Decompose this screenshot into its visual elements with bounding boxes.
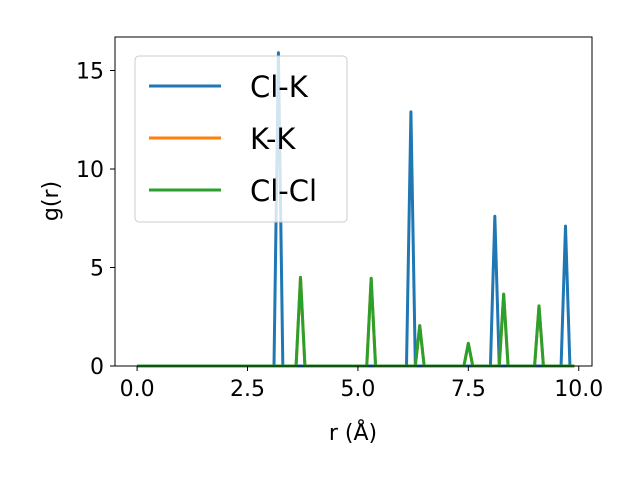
y-tick-label: 0 bbox=[90, 355, 104, 380]
x-tick-label: 0.0 bbox=[120, 377, 155, 402]
x-axis-title: r (Å) bbox=[329, 419, 377, 446]
x-tick-label: 5.0 bbox=[340, 377, 375, 402]
y-tick-label: 5 bbox=[90, 256, 104, 281]
x-axis: 0.0 2.5 5.0 7.5 10.0 bbox=[120, 366, 603, 402]
series-line-cl-cl bbox=[137, 275, 575, 368]
legend-frame bbox=[134, 55, 348, 223]
y-axis-title: g(r) bbox=[39, 181, 64, 221]
legend-label-cl-k: Cl-K bbox=[250, 70, 309, 104]
legend-label-k-k: K-K bbox=[250, 122, 296, 156]
x-tick-label: 2.5 bbox=[230, 377, 265, 402]
y-axis: 0 5 10 15 bbox=[76, 59, 115, 380]
plot-frame bbox=[114, 36, 593, 367]
legend: Cl-K K-K Cl-Cl bbox=[134, 55, 348, 223]
legend-label-cl-cl: Cl-Cl bbox=[250, 174, 317, 208]
x-tick-label: 7.5 bbox=[451, 377, 486, 402]
y-tick-label: 15 bbox=[76, 59, 104, 84]
x-tick-label: 10.0 bbox=[554, 377, 603, 402]
y-tick-label: 10 bbox=[76, 158, 104, 183]
